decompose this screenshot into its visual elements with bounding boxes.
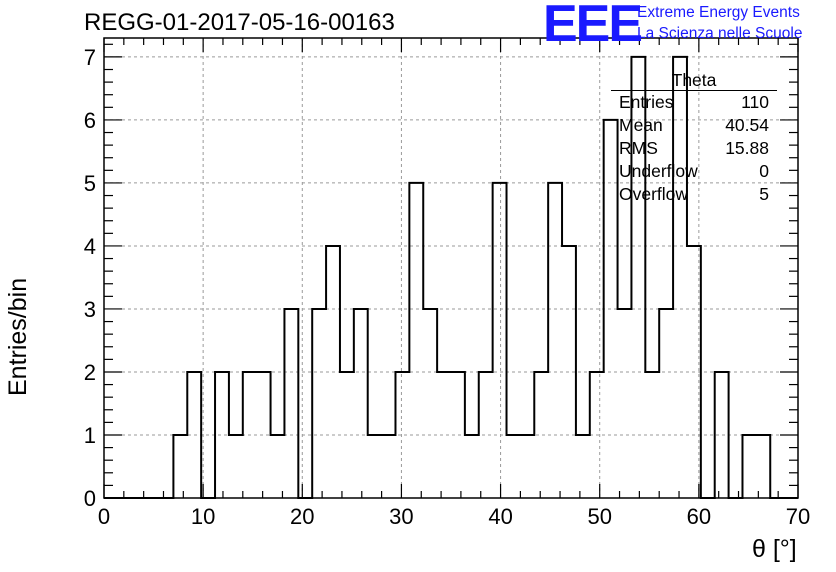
histogram-bin [229,435,243,498]
x-tick-label: 60 [687,504,711,529]
x-tick-label: 70 [786,504,810,529]
histogram-bin [742,435,756,498]
run-title: REGG-01-2017-05-16-00163 [84,9,395,36]
stats-value: 110 [741,92,769,112]
stats-value: 40.54 [725,115,769,135]
histogram-outline [104,55,798,499]
y-tick-label: 0 [84,486,96,511]
y-axis-label: Entries/bin [4,277,32,396]
stats-label: Overflow [619,184,689,204]
logo-caption-line2: La Scienza nelle Scuole [637,25,803,42]
y-tick-label: 7 [84,45,96,70]
x-tick-label: 0 [98,504,110,529]
y-tick-label: 2 [84,360,96,385]
stats-row-mean: Mean 40.54 [611,114,777,137]
y-tick-label: 1 [84,423,96,448]
x-axis-label: θ [°] [752,535,797,563]
stats-title: Theta [611,70,777,91]
histogram-bin [548,183,562,498]
histogram-series [104,55,798,499]
stats-label: RMS [619,138,658,158]
histogram-bin [409,183,423,498]
stats-value: 15.88 [725,138,769,158]
axes [103,37,799,499]
histogram-bin [382,435,396,498]
histogram-bin [395,372,409,498]
y-tick-label: 5 [84,171,96,196]
histogram-bin [576,435,590,498]
histogram-bin [284,309,298,498]
stats-row-overflow: Overflow 5 [611,183,777,206]
grid-lines [104,38,798,498]
x-tick-label: 20 [290,504,314,529]
stats-value: 0 [759,161,769,181]
x-tick-label: 50 [587,504,611,529]
histogram-bin [465,435,479,498]
stats-row-entries: Entries 110 [611,91,777,114]
histogram-bin [618,309,632,498]
histogram-bin [368,435,382,498]
x-tick-label: 30 [389,504,413,529]
histogram-bin [507,435,521,498]
y-tick-label: 4 [84,234,96,259]
x-tick-label: 40 [488,504,512,529]
histogram-bin [312,309,326,498]
histogram-bin [520,435,534,498]
y-tick-label: 6 [84,108,96,133]
histogram-bin [173,435,187,498]
stats-label: Entries [619,92,674,112]
stats-row-rms: RMS 15.88 [611,137,777,160]
histogram-bin [659,309,673,498]
plot-frame [103,37,799,499]
x-tick-label: 10 [191,504,215,529]
histogram-bin [756,435,770,498]
histogram-bin [271,435,285,498]
stats-label: Underflow [619,161,698,181]
stats-row-underflow: Underflow 0 [611,160,777,183]
logo-caption-line1: Extreme Energy Events [637,4,800,21]
stats-box: Theta Entries 110 Mean 40.54 RMS 15.88 U… [611,70,777,206]
histogram-bin [423,309,437,498]
stats-value: 5 [759,184,769,204]
eee-logo: EEE [543,0,643,53]
stats-label: Mean [619,115,663,135]
histogram-bin [493,183,507,498]
histogram-bin [354,309,368,498]
y-tick-label: 3 [84,297,96,322]
